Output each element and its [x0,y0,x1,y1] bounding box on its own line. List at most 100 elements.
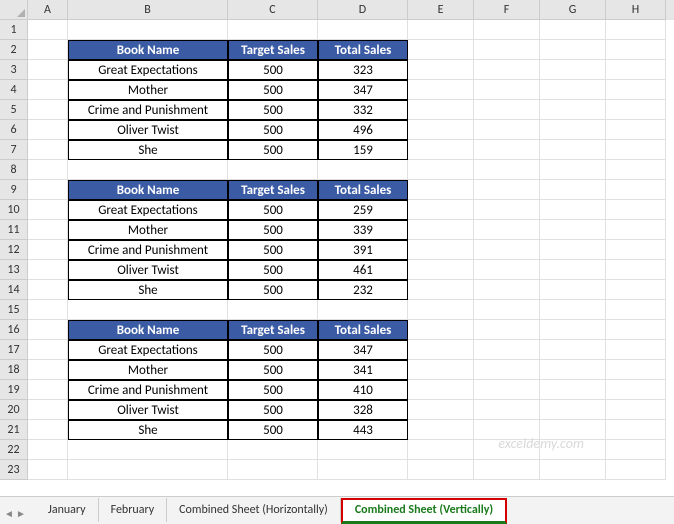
cell[interactable] [408,220,474,240]
cell[interactable] [28,220,68,240]
table-data-cell[interactable]: 500 [228,100,318,120]
row-header-5[interactable]: 5 [0,100,28,120]
table-data-cell[interactable]: 500 [228,120,318,140]
cell[interactable] [606,440,666,460]
cell[interactable] [28,420,68,440]
table-data-cell[interactable]: 500 [228,260,318,280]
cell[interactable] [474,340,540,360]
col-header-H[interactable]: H [606,0,666,20]
cell[interactable] [540,340,606,360]
table-header-cell[interactable]: Book Name [68,40,228,60]
table-data-cell[interactable]: 332 [318,100,408,120]
cell[interactable] [606,260,666,280]
row-header-15[interactable]: 15 [0,300,28,320]
table-data-cell[interactable]: 391 [318,240,408,260]
cell[interactable] [28,120,68,140]
cell[interactable] [606,220,666,240]
cell[interactable] [474,440,540,460]
row-header-11[interactable]: 11 [0,220,28,240]
cell[interactable] [474,200,540,220]
table-data-cell[interactable]: 328 [318,400,408,420]
row-header-18[interactable]: 18 [0,360,28,380]
table-data-cell[interactable]: 500 [228,80,318,100]
sheet-tab[interactable]: Combined Sheet (Horizontally) [167,498,341,522]
cell[interactable] [28,40,68,60]
col-header-D[interactable]: D [318,0,408,20]
cell[interactable] [318,440,408,460]
table-data-cell[interactable]: 443 [318,420,408,440]
table-data-cell[interactable]: Oliver Twist [68,120,228,140]
table-data-cell[interactable]: 339 [318,220,408,240]
cell[interactable] [68,440,228,460]
cell[interactable] [474,140,540,160]
cell[interactable] [474,80,540,100]
cell[interactable] [540,240,606,260]
cell[interactable] [540,40,606,60]
cell[interactable] [606,100,666,120]
table-data-cell[interactable]: 259 [318,200,408,220]
table-data-cell[interactable]: 500 [228,140,318,160]
table-data-cell[interactable]: Mother [68,220,228,240]
cell[interactable] [408,200,474,220]
col-header-B[interactable]: B [68,0,228,20]
table-data-cell[interactable]: 461 [318,260,408,280]
cell[interactable] [28,260,68,280]
cell[interactable] [540,80,606,100]
cell[interactable] [474,60,540,80]
table-header-cell[interactable]: Target Sales [228,40,318,60]
cell[interactable] [606,40,666,60]
row-header-10[interactable]: 10 [0,200,28,220]
cell[interactable] [408,460,474,480]
cell[interactable] [408,320,474,340]
cell[interactable] [408,100,474,120]
cell[interactable] [474,360,540,380]
table-data-cell[interactable]: Crime and Punishment [68,240,228,260]
table-data-cell[interactable]: 323 [318,60,408,80]
table-data-cell[interactable]: Oliver Twist [68,260,228,280]
table-data-cell[interactable]: Great Expectations [68,200,228,220]
cell[interactable] [540,120,606,140]
cell[interactable] [28,160,68,180]
table-data-cell[interactable]: Mother [68,360,228,380]
cell[interactable] [606,60,666,80]
cell[interactable] [318,20,408,40]
cell[interactable] [474,40,540,60]
sheet-tab[interactable]: Combined Sheet (Vertically) [341,498,507,524]
cell[interactable] [474,160,540,180]
cell[interactable] [474,240,540,260]
cell[interactable] [28,340,68,360]
table-data-cell[interactable]: 500 [228,420,318,440]
cell[interactable] [68,160,228,180]
cell[interactable] [28,460,68,480]
col-header-G[interactable]: G [540,0,606,20]
cell[interactable] [408,60,474,80]
table-data-cell[interactable]: 159 [318,140,408,160]
cell[interactable] [540,360,606,380]
cell[interactable] [606,420,666,440]
tab-next-icon[interactable]: ► [16,507,26,520]
table-header-cell[interactable]: Book Name [68,180,228,200]
cell[interactable] [474,100,540,120]
cell[interactable] [28,60,68,80]
cell[interactable] [408,240,474,260]
cell[interactable] [318,160,408,180]
row-header-6[interactable]: 6 [0,120,28,140]
cell[interactable] [606,180,666,200]
cell[interactable] [474,120,540,140]
row-header-9[interactable]: 9 [0,180,28,200]
table-data-cell[interactable]: Crime and Punishment [68,380,228,400]
col-header-C[interactable]: C [228,0,318,20]
table-header-cell[interactable]: Total Sales [318,320,408,340]
row-header-3[interactable]: 3 [0,60,28,80]
row-header-1[interactable]: 1 [0,20,28,40]
cell[interactable] [28,240,68,260]
cell[interactable] [540,220,606,240]
cell[interactable] [606,460,666,480]
cell[interactable] [606,340,666,360]
cell[interactable] [540,60,606,80]
cell[interactable] [28,20,68,40]
cell[interactable] [606,160,666,180]
cell[interactable] [606,320,666,340]
cell[interactable] [540,380,606,400]
cell[interactable] [540,260,606,280]
